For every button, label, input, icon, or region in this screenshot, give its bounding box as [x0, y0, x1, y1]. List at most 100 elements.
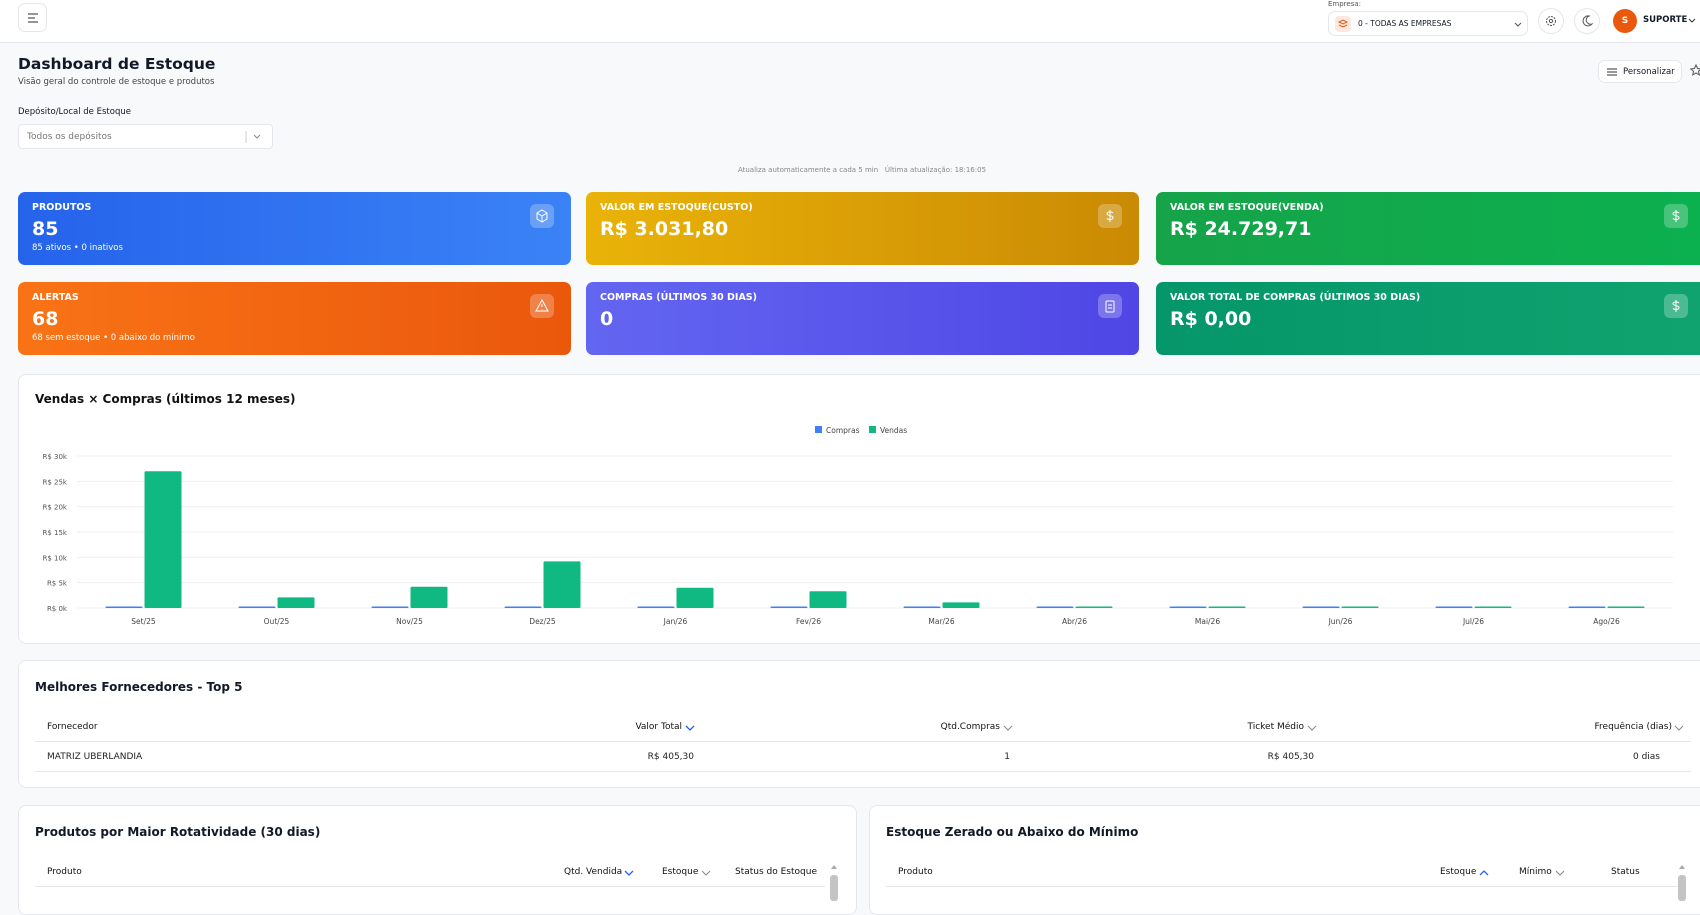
column-header[interactable]: Produto	[898, 867, 933, 877]
card-label: PRODUTOS	[32, 202, 92, 213]
stockout-panel: Estoque Zerado ou Abaixo do Mínimo Produ…	[869, 805, 1700, 915]
legend-swatch	[815, 426, 822, 433]
user-name[interactable]: SUPORTE	[1643, 15, 1688, 25]
bar	[1036, 606, 1074, 608]
card-label: VALOR TOTAL DE COMPRAS (ÚLTIMOS 30 DIAS)	[1170, 292, 1421, 303]
bar	[770, 606, 808, 608]
sort-icon[interactable]	[1307, 723, 1317, 733]
top-bar: Empresa: 0 - TODAS AS EMPRESAS S SUPORTE	[0, 0, 1700, 43]
sort-icon[interactable]	[1003, 723, 1013, 733]
bar	[1607, 606, 1645, 608]
bar	[1568, 606, 1606, 608]
column-header[interactable]: Status	[1611, 867, 1640, 877]
panel-title: Produtos por Maior Rotatividade (30 dias…	[35, 825, 321, 839]
column-header[interactable]: Frequência (dias)	[1594, 722, 1672, 732]
column-header[interactable]: Ticket Médio	[1247, 722, 1304, 732]
scrollbar[interactable]	[828, 861, 840, 901]
stat-card: VALOR TOTAL DE COMPRAS (ÚLTIMOS 30 DIAS)…	[1156, 282, 1700, 355]
y-tick-label: R$ 5k	[47, 580, 68, 588]
cell: 0 dias	[1632, 752, 1660, 762]
dollar-icon	[1664, 204, 1688, 228]
row-divider	[35, 771, 1691, 772]
chevron	[245, 131, 261, 143]
deposit-select[interactable]: Todos os depósitos	[18, 124, 273, 149]
bar	[105, 606, 143, 608]
card-label: ALERTAS	[32, 292, 79, 303]
bar	[277, 597, 315, 608]
y-tick-label: R$ 10k	[42, 554, 67, 562]
auto-update: Atualiza automaticamente a cada 5 min	[737, 166, 879, 174]
chart-panel: Vendas × Compras (últimos 12 meses) R$ 0…	[18, 374, 1700, 644]
legend-label: Vendas	[880, 426, 907, 435]
x-tick-label: Dez/25	[529, 617, 556, 626]
stat-card: ALERTAS 68 68 sem estoque • 0 abaixo do mí…	[18, 282, 571, 355]
column-header[interactable]: Estoque	[1440, 867, 1477, 877]
company-label: Empresa:	[1328, 0, 1362, 8]
column-header[interactable]: Valor Total	[635, 722, 682, 732]
column-header[interactable]: Produto	[47, 867, 82, 877]
x-tick-label: Out/25	[264, 617, 290, 626]
chevron	[1688, 18, 1696, 23]
sort-icon[interactable]	[1674, 723, 1684, 733]
card-detail: 68 sem estoque • 0 abaixo do mínimo	[32, 333, 195, 343]
bar	[504, 606, 542, 608]
sort-icon[interactable]	[624, 868, 634, 878]
column-header[interactable]: Estoque	[662, 867, 699, 877]
row-divider	[886, 886, 1686, 887]
stat-card: VALOR EM ESTOQUE(VENDA) R$ 24.729,71	[1156, 192, 1700, 265]
sort-icon[interactable]	[701, 868, 711, 878]
suppliers-panel: Melhores Fornecedores - Top 5 Fornecedor…	[18, 660, 1700, 788]
stat-card: VALOR EM ESTOQUE(CUSTO) R$ 3.031,80	[586, 192, 1139, 265]
scrollbar[interactable]	[1676, 861, 1688, 901]
star-icon[interactable]	[1690, 64, 1700, 78]
bar	[543, 561, 581, 608]
theme-button[interactable]	[1574, 8, 1600, 34]
company-value: 0 - TODAS AS EMPRESAS	[1358, 19, 1452, 28]
sliders-icon	[1607, 68, 1617, 76]
alert-icon	[530, 294, 554, 318]
bar	[410, 586, 448, 608]
sort-icon[interactable]	[685, 723, 695, 733]
customize-button[interactable]: Personalizar	[1598, 60, 1682, 83]
cell: MATRIZ UBERLANDIA	[47, 752, 143, 762]
sort-icon[interactable]	[1555, 868, 1565, 878]
clipboard-icon	[1098, 294, 1122, 318]
box-icon	[530, 204, 554, 228]
bar	[1169, 606, 1207, 608]
bar	[1341, 606, 1379, 608]
page-title: Dashboard de Estoque	[18, 55, 216, 73]
select-placeholder: Todos os depósitos	[27, 132, 112, 142]
sort-icon[interactable]	[1479, 868, 1489, 878]
gear-icon	[1546, 16, 1556, 26]
row-divider	[35, 886, 825, 887]
x-tick-label: Set/25	[131, 617, 156, 626]
last-update: Última atualização: 18:16:05	[884, 166, 987, 174]
bar	[144, 471, 182, 608]
update-note: Atualiza automaticamente a cada 5 min Úl…	[0, 166, 1700, 174]
column-header[interactable]: Fornecedor	[47, 722, 98, 732]
bar	[903, 606, 941, 608]
x-tick-label: Mai/26	[1195, 617, 1220, 626]
menu-button[interactable]	[18, 3, 47, 32]
column-header[interactable]: Mínimo	[1519, 867, 1552, 877]
cell: 1	[1004, 752, 1010, 762]
cell: R$ 405,30	[647, 752, 694, 762]
filter-label: Depósito/Local de Estoque	[18, 107, 131, 117]
company-select[interactable]: 0 - TODAS AS EMPRESAS	[1328, 11, 1528, 36]
chart: Vendas × Compras (últimos 12 meses) R$ 0…	[35, 392, 1673, 626]
column-header[interactable]: Status do Estoque	[735, 867, 817, 877]
chevron	[1514, 22, 1522, 27]
column-header[interactable]: Qtd. Vendida	[564, 867, 623, 877]
column-header[interactable]: Qtd.Compras	[940, 722, 1000, 732]
bar	[676, 587, 714, 608]
page-subtitle: Visão geral do controle de estoque e pro…	[18, 77, 215, 87]
menu-icon	[28, 13, 38, 23]
card-value: 0	[600, 308, 614, 330]
avatar[interactable]: S	[1613, 9, 1637, 33]
card-label: VALOR EM ESTOQUE(VENDA)	[1170, 202, 1324, 213]
settings-button[interactable]	[1538, 8, 1564, 34]
bar	[1435, 606, 1473, 608]
y-tick-label: R$ 25k	[42, 478, 67, 486]
bar	[942, 602, 980, 608]
panel-title: Melhores Fornecedores - Top 5	[35, 680, 243, 694]
